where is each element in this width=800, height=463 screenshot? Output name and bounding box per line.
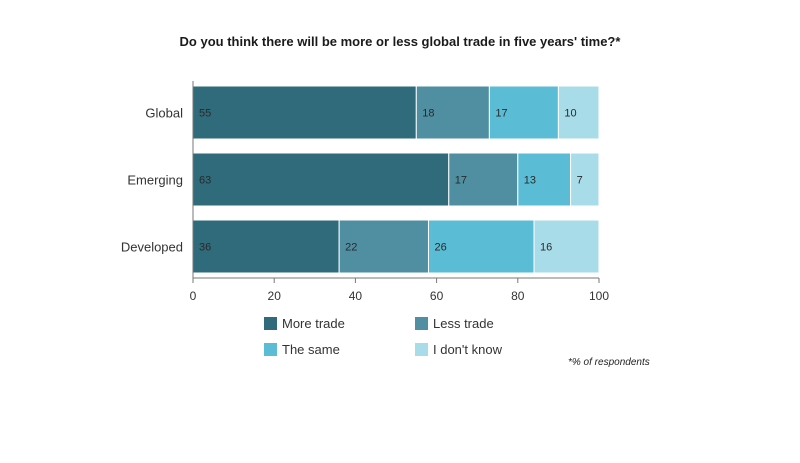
data-label: 13 [524,175,536,187]
legend-swatch [264,317,277,330]
bar-segment [338,219,429,274]
data-label: 16 [540,242,552,254]
data-label: 7 [577,175,583,187]
data-label: 10 [564,108,576,120]
bar-segment [427,219,535,274]
legend-label: More trade [282,316,345,331]
x-tick-label: 20 [268,289,282,303]
footnote: *% of respondents [568,357,650,368]
data-label: 55 [199,108,211,120]
x-tick-label: 60 [430,289,444,303]
x-tick-label: 0 [190,289,197,303]
x-tick-label: 40 [349,289,363,303]
legend-swatch [415,343,428,356]
legend: More trade Less trade The same I don't know [264,316,503,357]
legend-swatch [415,317,428,330]
data-label: 17 [495,108,507,120]
data-label: 17 [455,175,467,187]
bar-segment [517,152,572,207]
x-axis: 0 20 40 60 80 100 [190,81,609,303]
bar-segment [533,219,600,274]
bar-segment [570,152,600,207]
data-label: 18 [422,108,434,120]
bar-segment [192,152,450,207]
legend-label: The same [282,342,340,357]
x-tick-label: 100 [589,289,609,303]
data-label: 63 [199,175,211,187]
bar-segment [192,219,340,274]
data-label: 26 [434,242,446,254]
category-label: Emerging [127,173,183,188]
legend-label: I don't know [433,342,503,357]
chart-title: Do you think there will be more or less … [180,34,622,49]
bar-segment [557,85,600,140]
data-label: 22 [345,242,357,254]
category-label: Developed [121,240,183,255]
legend-label: Less trade [433,316,494,331]
category-label: Global [145,106,183,121]
legend-swatch [264,343,277,356]
bar-segment [448,152,519,207]
x-tick-label: 80 [511,289,525,303]
bar-segment [488,85,559,140]
bars-layer: Global 55 18 17 10 Emerging 63 17 13 7 Developed 36… [121,85,600,274]
bar-segment [192,85,417,140]
data-label: 36 [199,242,211,254]
